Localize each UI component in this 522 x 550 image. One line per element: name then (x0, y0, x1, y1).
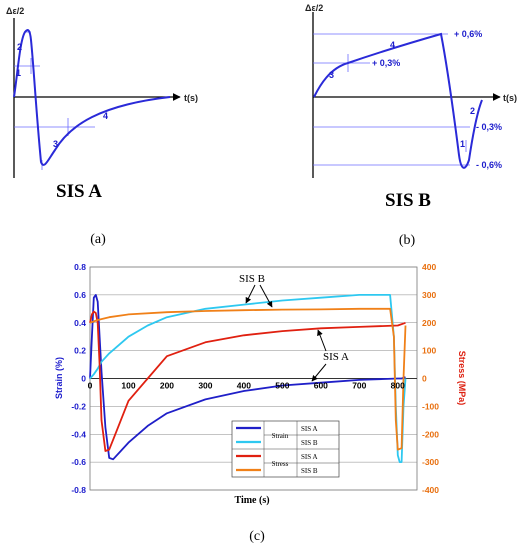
y2-tick-label: 200 (422, 318, 436, 328)
panel-a-title: SIS A (56, 181, 102, 202)
y-tick-label: 0.8 (74, 262, 86, 272)
panel-b-title: SIS B (385, 190, 431, 211)
legend-label-strain-sis-a: SIS A (301, 425, 318, 433)
legend-group-strain: Strain (272, 432, 289, 440)
annotation-sis-a: SIS A (323, 351, 349, 363)
panel-b-y-label: Δε/2 (305, 3, 323, 13)
panel-b-segment-label: 1 (460, 139, 465, 149)
y2-axis-title: Stress (MPa) (457, 351, 467, 406)
y2-tick-label: -200 (422, 429, 439, 439)
series-line-stress-sis-a (89, 310, 406, 452)
x-tick-label: 800 (391, 381, 405, 391)
series-line-stress-sis-b (89, 307, 407, 451)
panel-a-segment-label: 1 (16, 68, 21, 78)
y-tick-label: -0.8 (71, 485, 86, 495)
panel-b-level-label: - 0,6% (476, 160, 502, 170)
panel-a-segment-label: 3 (53, 139, 58, 149)
legend-label-stress-sis-b: SIS B (301, 467, 318, 475)
annotation-sis-b-arrow (259, 284, 273, 308)
series-layer (89, 293, 407, 464)
y2-tick-label: 400 (422, 262, 436, 272)
panel-a: Δε/2 t(s) 1 2 3 4 SIS A (a) (6, 6, 198, 247)
panel-b-strain-curve (313, 32, 483, 169)
annotation-sis-b: SIS B (239, 273, 265, 285)
panel-b-segment-label: 3 (329, 70, 334, 80)
x-tick-label: 100 (121, 381, 135, 391)
annotation-sis-a-arrow (311, 363, 327, 382)
panel-c-chart: -0.8-0.6-0.4-0.200.20.40.60.8 -400-300-2… (54, 262, 467, 544)
panel-b-level-label: - 0,3% (476, 122, 502, 132)
panel-c-caption: (c) (249, 529, 265, 544)
y-tick-label: 0.6 (74, 290, 86, 300)
panel-b-level-label: + 0,6% (454, 29, 482, 39)
x-tick-label: 0 (88, 381, 93, 391)
annotation-sis-b-arrow (245, 284, 256, 304)
x-tick-label: 700 (352, 381, 366, 391)
y-tick-label: -0.6 (71, 457, 86, 467)
y2-tick-label: -100 (422, 401, 439, 411)
panel-b-x-label: t(s) (503, 93, 517, 103)
x-tick-labels: 0 100 200 300 400 500 600 700 800 (88, 381, 405, 391)
x-tick-label: 400 (237, 381, 251, 391)
y2-tick-label: -300 (422, 457, 439, 467)
panel-a-x-label: t(s) (184, 93, 198, 103)
panel-b-caption: (b) (399, 233, 416, 248)
legend-label-stress-sis-a: SIS A (301, 453, 318, 461)
panel-a-segment-label: 4 (103, 111, 108, 121)
panel-a-caption: (a) (90, 232, 106, 247)
series-line-strain-sis-a (89, 293, 406, 461)
legend: Strain Stress SIS A SIS B SIS A SIS B (231, 420, 340, 478)
y-tick-label: -0.2 (71, 401, 86, 411)
panel-b: Δε/2 t(s) 3 4 2 1 + 0,6% + 0,3% - 0,3% -… (305, 3, 517, 248)
x-tick-label: 300 (198, 381, 212, 391)
x-tick-label: 200 (160, 381, 174, 391)
legend-label-strain-sis-b: SIS B (301, 439, 318, 447)
panel-a-y-label: Δε/2 (6, 6, 24, 16)
y2-tick-label: 300 (422, 290, 436, 300)
panel-b-level-label: + 0,3% (372, 58, 400, 68)
y2-tick-label: -400 (422, 485, 439, 495)
panel-a-strain-curve (13, 29, 171, 166)
right-tick-labels: -400 -300 -200 -100 0 100 200 300 400 (422, 262, 439, 495)
y-tick-label: 0.2 (74, 346, 86, 356)
x-axis-title: Time (s) (234, 495, 269, 506)
y-tick-label: 0.4 (74, 318, 86, 328)
y2-tick-label: 0 (422, 374, 427, 384)
series-line-strain-sis-b (89, 293, 407, 464)
y-tick-label: 0 (81, 374, 86, 384)
y-axis-title: Strain (%) (54, 357, 64, 399)
left-tick-labels: -0.8 -0.6 -0.4 -0.2 0 0.2 0.4 0.6 0.8 (71, 262, 86, 495)
y-tick-label: -0.4 (71, 429, 86, 439)
x-tick-label: 600 (314, 381, 328, 391)
x-tick-label: 500 (275, 381, 289, 391)
legend-group-stress: Stress (272, 460, 289, 468)
panel-b-segment-label: 2 (470, 106, 475, 116)
y2-tick-label: 100 (422, 346, 436, 356)
annotation-sis-a-arrow (317, 329, 327, 352)
panel-a-segment-label: 2 (17, 42, 22, 52)
panel-b-segment-label: 4 (390, 40, 395, 50)
